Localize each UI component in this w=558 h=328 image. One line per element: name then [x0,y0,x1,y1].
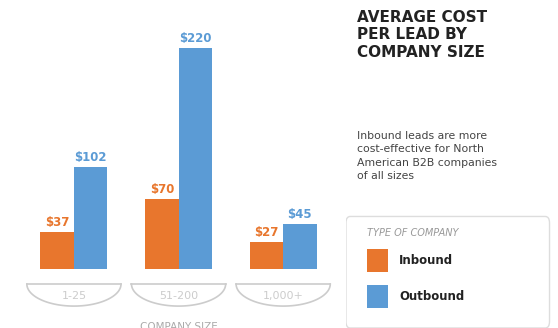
Bar [145,199,179,269]
Bar [249,242,283,269]
Text: $220: $220 [179,32,211,45]
Bar [74,167,107,269]
Text: Outbound: Outbound [399,290,464,303]
Text: $37: $37 [45,216,69,229]
Text: $102: $102 [74,151,107,164]
Text: AVERAGE COST
PER LEAD BY
COMPANY SIZE: AVERAGE COST PER LEAD BY COMPANY SIZE [357,10,487,60]
Text: TYPE OF COMPANY: TYPE OF COMPANY [367,228,459,238]
FancyBboxPatch shape [367,285,388,308]
FancyBboxPatch shape [346,216,550,328]
Text: 1-25: 1-25 [61,291,86,301]
FancyBboxPatch shape [367,249,388,272]
Text: $27: $27 [254,226,278,239]
Text: Inbound leads are more
cost-effective for North
American B2B companies
of all si: Inbound leads are more cost-effective fo… [357,131,497,181]
Bar [283,224,316,269]
Text: 1,000+: 1,000+ [263,291,304,301]
Text: COMPANY SIZE: COMPANY SIZE [140,322,218,328]
Text: $70: $70 [150,183,174,196]
Bar [40,232,74,269]
Text: 51-200: 51-200 [159,291,198,301]
Text: $45: $45 [287,208,312,221]
Text: Inbound: Inbound [399,254,453,267]
Bar [179,48,212,269]
